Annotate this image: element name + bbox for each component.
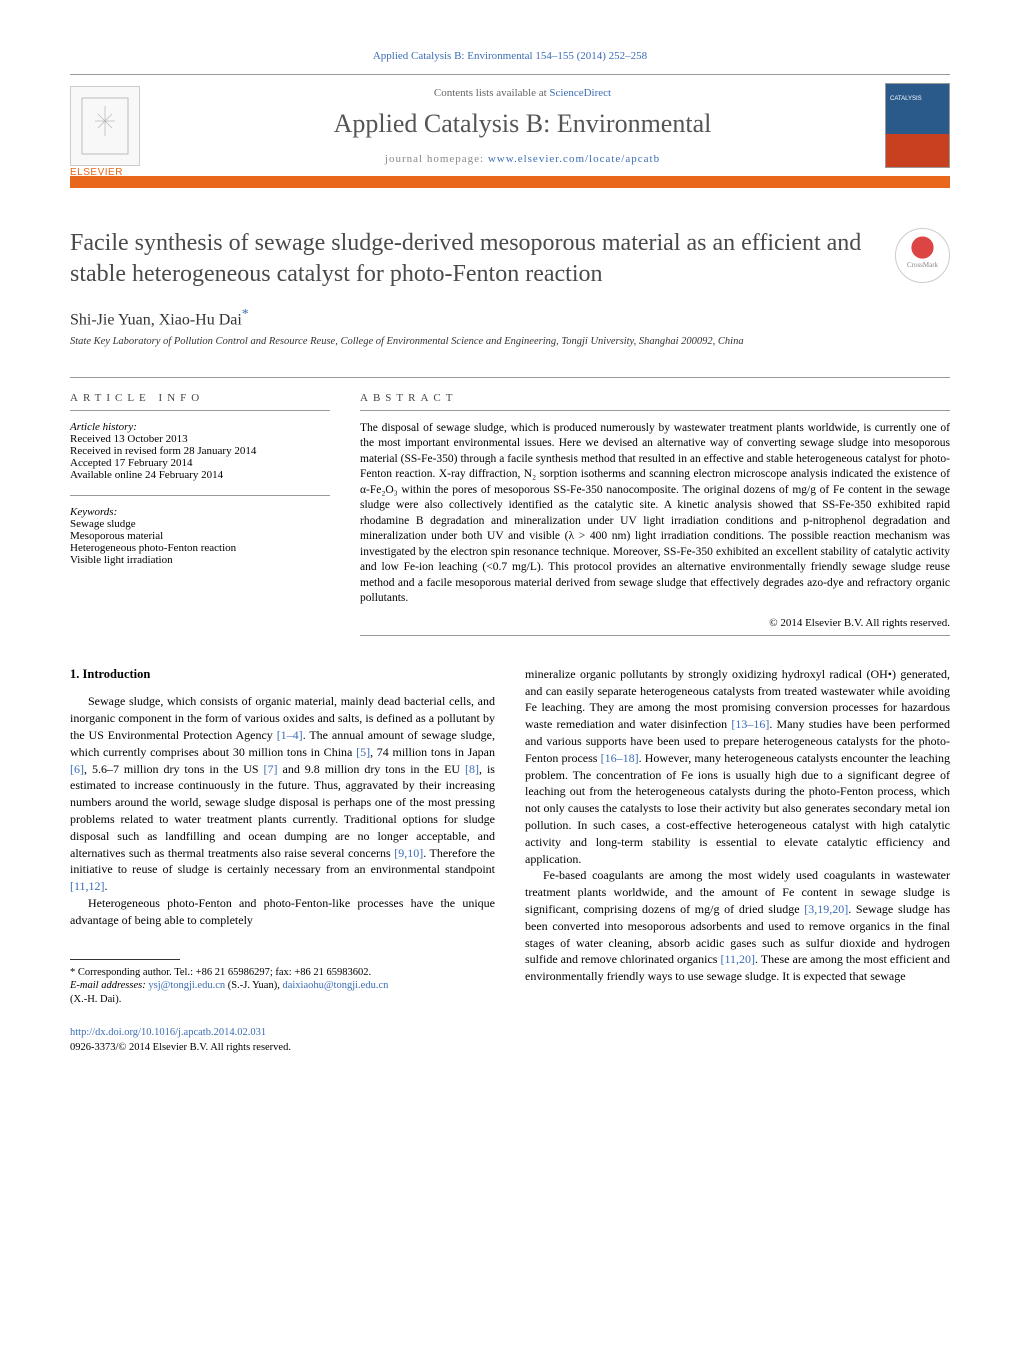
email-line: E-mail addresses: ysj@tongji.edu.cn (S.-…	[70, 979, 495, 993]
intro-p2-text: Heterogeneous photo-Fenton and photo-Fen…	[70, 896, 495, 927]
abstract-bottom-rule	[360, 635, 950, 636]
history-label: Article history:	[70, 421, 330, 433]
article-title: Facile synthesis of sewage sludge-derive…	[70, 228, 950, 290]
intro-paragraph-1: Sewage sludge, which consists of organic…	[70, 693, 495, 895]
email-link-1[interactable]: ysj@tongji.edu.cn	[148, 980, 225, 991]
keyword: Visible light irradiation	[70, 554, 330, 566]
abstract-text: The disposal of sewage sludge, which is …	[360, 421, 950, 607]
corresponding-author-note: * Corresponding author. Tel.: +86 21 659…	[70, 966, 495, 980]
journal-homepage-line: journal homepage: www.elsevier.com/locat…	[160, 153, 885, 165]
header-bar: ELSEVIER Contents lists available at Sci…	[70, 74, 950, 178]
header-citation: Applied Catalysis B: Environmental 154–1…	[70, 50, 950, 62]
body-two-column: 1. Introduction Sewage sludge, which con…	[70, 666, 950, 1056]
issn-copyright-line: 0926-3373/© 2014 Elsevier B.V. All right…	[70, 1041, 495, 1056]
crossmark-badge[interactable]	[895, 228, 950, 283]
elsevier-logo-svg	[80, 96, 130, 156]
title-block: Facile synthesis of sewage sludge-derive…	[70, 228, 950, 347]
elsevier-tree-logo	[70, 86, 140, 166]
sciencedirect-link[interactable]: ScienceDirect	[549, 87, 611, 99]
contents-prefix: Contents lists available at	[434, 87, 549, 99]
keyword: Sewage sludge	[70, 518, 330, 530]
column-left: 1. Introduction Sewage sludge, which con…	[70, 666, 495, 1056]
column-right: mineralize organic pollutants by strongl…	[525, 666, 950, 1056]
col2-p1-text: mineralize organic pollutants by strongl…	[525, 667, 950, 866]
affiliation: State Key Laboratory of Pollution Contro…	[70, 336, 950, 347]
body-paragraph: Fe-based coagulants are among the most w…	[525, 867, 950, 985]
body-paragraph-cont: mineralize organic pollutants by strongl…	[525, 666, 950, 868]
journal-cover-thumbnail	[885, 83, 950, 168]
history-line: Available online 24 February 2014	[70, 469, 330, 481]
doi-block: http://dx.doi.org/10.1016/j.apcatb.2014.…	[70, 1026, 495, 1055]
email-label: E-mail addresses:	[70, 980, 148, 991]
history-line: Received in revised form 28 January 2014	[70, 445, 330, 457]
publisher-name: ELSEVIER	[70, 167, 123, 178]
footnotes-block: * Corresponding author. Tel.: +86 21 659…	[70, 966, 495, 1007]
section-1-heading: 1. Introduction	[70, 666, 495, 684]
keywords-section: Keywords: Sewage sludge Mesoporous mater…	[70, 495, 330, 566]
abstract-heading: ABSTRACT	[360, 392, 950, 411]
header-center: Contents lists available at ScienceDirec…	[160, 87, 885, 165]
history-line: Received 13 October 2013	[70, 433, 330, 445]
page-root: Applied Catalysis B: Environmental 154–1…	[0, 0, 1020, 1096]
email-who-1: (S.-J. Yuan),	[225, 980, 282, 991]
article-history-section: Article history: Received 13 October 201…	[70, 421, 330, 481]
history-line: Accepted 17 February 2014	[70, 457, 330, 469]
info-abstract-row: ARTICLE INFO Article history: Received 1…	[70, 377, 950, 636]
keyword: Heterogeneous photo-Fenton reaction	[70, 542, 330, 554]
author-names: Shi-Jie Yuan, Xiao-Hu Dai	[70, 312, 242, 329]
keyword: Mesoporous material	[70, 530, 330, 542]
doi-link[interactable]: http://dx.doi.org/10.1016/j.apcatb.2014.…	[70, 1027, 266, 1038]
abstract-copyright: © 2014 Elsevier B.V. All rights reserved…	[360, 617, 950, 629]
footnote-separator	[70, 959, 180, 960]
homepage-prefix: journal homepage:	[385, 153, 488, 165]
col2-p2-text: Fe-based coagulants are among the most w…	[525, 868, 950, 983]
intro-p1-text: Sewage sludge, which consists of organic…	[70, 694, 495, 893]
journal-name: Applied Catalysis B: Environmental	[160, 109, 885, 139]
intro-paragraph-2: Heterogeneous photo-Fenton and photo-Fen…	[70, 895, 495, 929]
author-list: Shi-Jie Yuan, Xiao-Hu Dai*	[70, 306, 950, 329]
keywords-label: Keywords:	[70, 506, 330, 518]
contents-list-line: Contents lists available at ScienceDirec…	[160, 87, 885, 99]
corresponding-mark: *	[242, 306, 249, 321]
article-info-sidebar: ARTICLE INFO Article history: Received 1…	[70, 378, 330, 636]
abstract-block: ABSTRACT The disposal of sewage sludge, …	[360, 378, 950, 636]
homepage-link[interactable]: www.elsevier.com/locate/apcatb	[488, 153, 660, 165]
orange-divider	[70, 178, 950, 188]
article-info-heading: ARTICLE INFO	[70, 392, 330, 411]
email-link-2[interactable]: daixiaohu@tongji.edu.cn	[282, 980, 388, 991]
email-who-2: (X.-H. Dai).	[70, 993, 495, 1007]
